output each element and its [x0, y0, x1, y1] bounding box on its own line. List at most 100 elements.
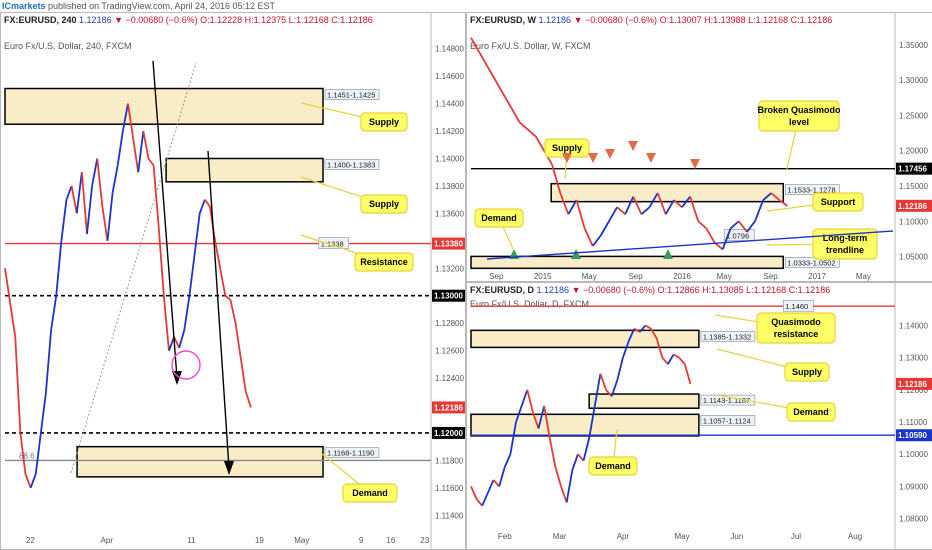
callout-label: Supply [369, 199, 399, 209]
x-tick-label: 2015 [534, 272, 552, 281]
change-label: ▼ −0.00680 (−0.6%) [573, 15, 658, 25]
chart-weekly: 1.35000 1.30000 1.25000 1.20000 1.15000 1.100… [470, 13, 932, 281]
price-segment [481, 492, 489, 507]
price-segment [24, 473, 32, 489]
chart-panel-weekly[interactable]: FX:EURUSD, W 1.12186 ▼ −0.00680 (−0.6%) … [466, 12, 932, 282]
zone-rect [165, 157, 324, 183]
zone-label: 1.1143-1.1187 [703, 396, 750, 405]
price-segment [162, 295, 170, 351]
price-segment [142, 130, 150, 159]
price-segment [234, 323, 242, 358]
chart-panel-daily[interactable]: FX:EURUSD, D 1.12186 ▼ −0.00680 (−0.6%) … [466, 282, 932, 550]
price-segment [475, 498, 483, 507]
x-tick-label: Sep [764, 272, 779, 281]
price-segment [4, 268, 12, 303]
zone-label: 1.0333-1.0502 [787, 258, 835, 267]
callout-box [342, 483, 398, 503]
price-segment [532, 412, 540, 429]
x-tick-label: May [856, 272, 871, 281]
price-segment [551, 164, 562, 194]
price-segment [116, 130, 124, 166]
price-segment [147, 157, 155, 166]
price-segment [50, 295, 58, 331]
panel-header: FX:EURUSD, 240 1.12186 ▼ −0.00680 (−0.6%… [4, 15, 373, 25]
price-segment [152, 165, 160, 228]
zone-rect [550, 182, 785, 203]
y-tick-label: 1.13000 [899, 354, 928, 363]
price-segment [605, 389, 613, 397]
price-segment [19, 432, 27, 475]
price-segment [571, 453, 579, 471]
chart-h4: 1.14800 1.14600 1.14400 1.14200 1.14000 1.138… [4, 13, 465, 549]
level-tag: 1.13000 [434, 292, 463, 301]
price-segment [173, 336, 181, 349]
last-price-tag-bg [432, 401, 465, 414]
y-tick-label: 1.11600 [435, 484, 464, 493]
chart-panel-h4[interactable]: FX:EURUSD, 240 1.12186 ▼ −0.00680 (−0.6%… [0, 12, 466, 550]
price-segment [75, 172, 83, 214]
x-tick-label: 22 [26, 536, 35, 545]
price-segment [667, 354, 675, 365]
symbol-label: FX:EURUSD, 240 [4, 15, 77, 25]
callout-box [354, 252, 414, 272]
zone-label: 1.1385-1.1332 [703, 332, 751, 341]
price-segment [45, 329, 53, 392]
price-segment [593, 373, 602, 407]
level-tag-bg [432, 426, 465, 439]
y-tick-label: 1.14200 [435, 127, 464, 136]
price-segment [137, 130, 145, 173]
x-tick-label: Feb [498, 532, 512, 541]
price-segment [678, 357, 686, 365]
y-tick-label: 1.25000 [899, 111, 928, 120]
x-tick-label: 19 [255, 536, 264, 545]
price-segment [778, 199, 789, 207]
x-tick-label: 9 [359, 536, 364, 545]
level-tag-bg [432, 237, 465, 250]
price-segment [633, 327, 641, 333]
zone-rect [470, 329, 700, 349]
price-segment [494, 79, 505, 95]
publish-info: published on TradingView.com, April 24, … [45, 1, 276, 11]
price-segment [697, 220, 707, 229]
price-segment [214, 240, 222, 269]
zone-label: 1.1400-1.1383 [327, 161, 375, 170]
last-price: 1.12186 [538, 15, 572, 25]
arrow-line [152, 60, 178, 379]
price-segment [183, 295, 191, 331]
x-tick-label: May [717, 272, 732, 281]
arrow-head [224, 461, 234, 475]
price-segment [627, 328, 635, 342]
y-tick-label: 1.13600 [435, 209, 464, 218]
y-tick-label: 1.14800 [435, 45, 464, 54]
zone-tag-bg [700, 415, 756, 426]
level-tag: 1.17456 [898, 165, 927, 174]
callout-label: Long-term [823, 233, 868, 243]
price-segment [198, 199, 206, 214]
publisher-name[interactable]: ICmarkets [2, 1, 46, 11]
symbol-label: FX:EURUSD, W [470, 15, 536, 25]
price-segment [204, 199, 211, 208]
price-segment [616, 206, 626, 215]
zone-tag-bg [784, 257, 840, 268]
callout-label: Resistance [360, 257, 408, 267]
price-segment [608, 206, 618, 222]
price-segment [650, 328, 658, 339]
level-tag-text: 1.1338 [321, 240, 344, 249]
demand-marker [663, 249, 673, 259]
price-segment [577, 453, 585, 462]
price-segment [515, 405, 523, 423]
price-segment [96, 158, 104, 207]
zone-rect [4, 87, 324, 125]
price-segment [705, 227, 716, 243]
panel-header: FX:EURUSD, W 1.12186 ▼ −0.00680 (−0.6%) … [470, 15, 832, 25]
symbol-label: FX:EURUSD, D [470, 285, 535, 295]
trend-line [70, 62, 197, 474]
highlight-circle [171, 350, 201, 380]
callout-box [360, 194, 408, 214]
x-tick-label: Apr [617, 532, 630, 541]
x-tick-label: Sep [628, 272, 643, 281]
zone-rect [470, 255, 785, 270]
fib-label: 88.6 [19, 451, 35, 460]
price-segment [470, 37, 480, 53]
y-tick-label: 1.30000 [899, 76, 928, 85]
